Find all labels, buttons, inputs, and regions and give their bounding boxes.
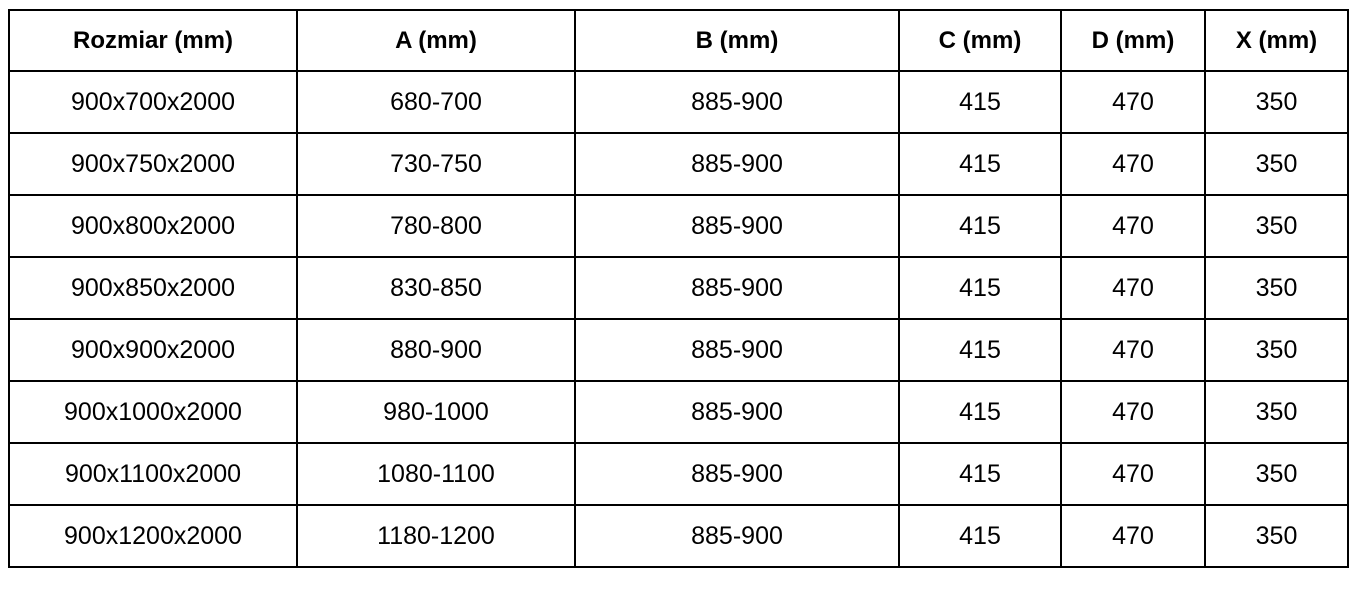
table-cell: 350	[1204, 70, 1349, 134]
table-cell: 350	[1204, 380, 1349, 444]
table-cell: 900x850x2000	[8, 256, 298, 320]
table-cell: 350	[1204, 256, 1349, 320]
table-cell: 680-700	[296, 70, 576, 134]
column-header: A (mm)	[296, 9, 576, 72]
table-cell: 885-900	[574, 504, 900, 568]
table-cell: 470	[1060, 70, 1206, 134]
table-cell: 415	[898, 256, 1062, 320]
table-cell: 900x800x2000	[8, 194, 298, 258]
table-cell: 885-900	[574, 70, 900, 134]
table-cell: 350	[1204, 194, 1349, 258]
table-cell: 350	[1204, 504, 1349, 568]
table-cell: 350	[1204, 442, 1349, 506]
table-cell: 415	[898, 318, 1062, 382]
table-row: 900x750x2000 730-750 885-900 415 470 350	[8, 132, 1349, 196]
column-header: B (mm)	[574, 9, 900, 72]
table-cell: 415	[898, 380, 1062, 444]
table-cell: 900x1200x2000	[8, 504, 298, 568]
table-cell: 885-900	[574, 132, 900, 196]
column-header: D (mm)	[1060, 9, 1206, 72]
table-cell: 470	[1060, 442, 1206, 506]
table-cell: 880-900	[296, 318, 576, 382]
table-row: 900x900x2000 880-900 885-900 415 470 350	[8, 318, 1349, 382]
table-cell: 885-900	[574, 442, 900, 506]
dimensions-table: Rozmiar (mm) A (mm) B (mm) C (mm) D (mm) X (m…	[8, 9, 1349, 568]
table-cell: 730-750	[296, 132, 576, 196]
table-row: 900x850x2000 830-850 885-900 415 470 350	[8, 256, 1349, 320]
table-cell: 885-900	[574, 256, 900, 320]
table-cell: 470	[1060, 380, 1206, 444]
table-cell: 780-800	[296, 194, 576, 258]
table-cell: 980-1000	[296, 380, 576, 444]
table-cell: 415	[898, 70, 1062, 134]
table-cell: 885-900	[574, 380, 900, 444]
header-row: Rozmiar (mm) A (mm) B (mm) C (mm) D (mm) X (m…	[8, 9, 1349, 72]
table-cell: 470	[1060, 318, 1206, 382]
table-row: 900x1000x2000 980-1000 885-900 415 470 350	[8, 380, 1349, 444]
table-cell: 1180-1200	[296, 504, 576, 568]
table-cell: 900x750x2000	[8, 132, 298, 196]
table-cell: 350	[1204, 132, 1349, 196]
table-cell: 885-900	[574, 318, 900, 382]
table-row: 900x700x2000 680-700 885-900 415 470 350	[8, 70, 1349, 134]
table-cell: 415	[898, 132, 1062, 196]
table-row: 900x1200x2000 1180-1200 885-900 415 470 350	[8, 504, 1349, 568]
table-cell: 470	[1060, 504, 1206, 568]
table-cell: 900x900x2000	[8, 318, 298, 382]
table-cell: 900x1000x2000	[8, 380, 298, 444]
table-cell: 415	[898, 504, 1062, 568]
table-cell: 885-900	[574, 194, 900, 258]
table-cell: 470	[1060, 256, 1206, 320]
column-header: Rozmiar (mm)	[8, 9, 298, 72]
table-cell: 900x1100x2000	[8, 442, 298, 506]
table-cell: 415	[898, 194, 1062, 258]
table-cell: 830-850	[296, 256, 576, 320]
column-header: X (mm)	[1204, 9, 1349, 72]
table-cell: 415	[898, 442, 1062, 506]
table-cell: 900x700x2000	[8, 70, 298, 134]
table-cell: 350	[1204, 318, 1349, 382]
table-cell: 470	[1060, 194, 1206, 258]
table-cell: 1080-1100	[296, 442, 576, 506]
table-row: 900x1100x2000 1080-1100 885-900 415 470 350	[8, 442, 1349, 506]
table-cell: 470	[1060, 132, 1206, 196]
column-header: C (mm)	[898, 9, 1062, 72]
table-row: 900x800x2000 780-800 885-900 415 470 350	[8, 194, 1349, 258]
